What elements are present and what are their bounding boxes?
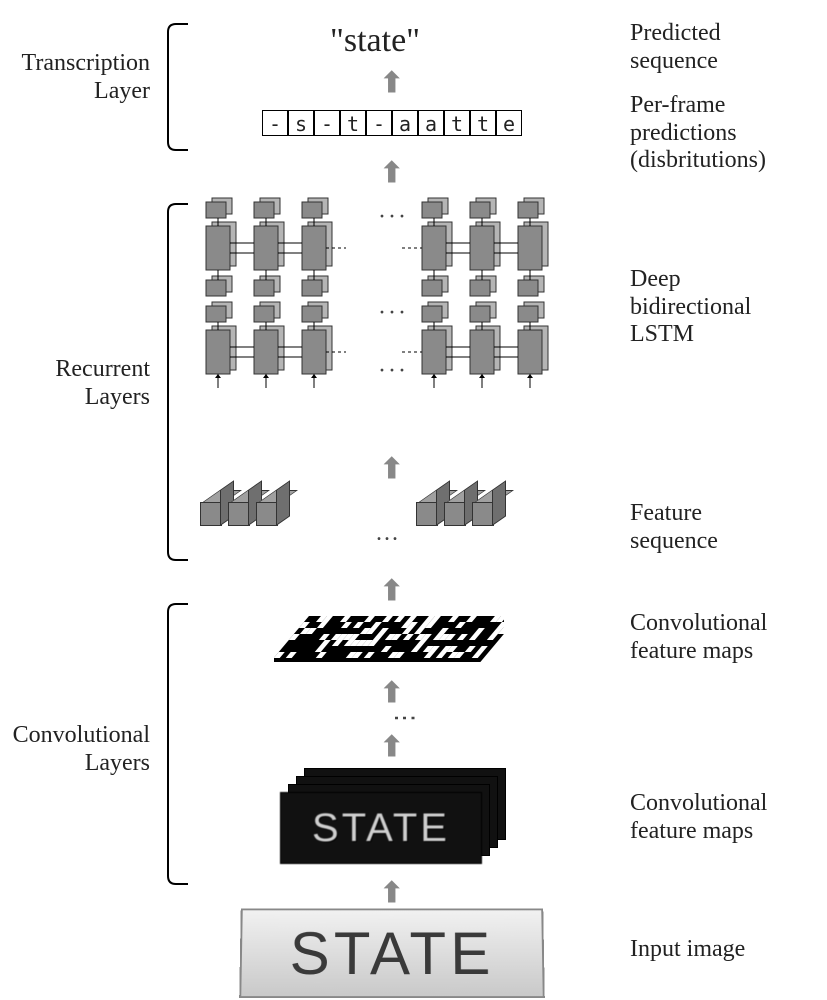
right-label-conv-lower: Convolutional feature maps	[630, 790, 767, 845]
frame-cell: -	[366, 110, 392, 136]
frame-cell: s	[288, 110, 314, 136]
arrow-up-icon: ⬆	[380, 66, 403, 100]
frame-cell: t	[444, 110, 470, 136]
conv-feature-map-lower: STATE	[280, 768, 520, 878]
arrow-up-icon: ⬆	[380, 730, 403, 764]
frame-cell: -	[314, 110, 340, 136]
predicted-output: "state"	[330, 22, 420, 60]
arrow-up-icon: ⬆	[380, 876, 403, 910]
right-label-conv-upper: Convolutional feature maps	[630, 610, 767, 665]
per-frame-cells: -s-t-aatte	[262, 110, 522, 136]
right-label-per-frame: Per-frame predictions (disbritutions)	[630, 92, 766, 175]
arrow-up-icon: ⬆	[380, 156, 403, 190]
right-label-lstm: Deep bidirectional LSTM	[630, 266, 751, 349]
arrow-up-icon: ⬆	[380, 574, 403, 608]
frame-cell: a	[418, 110, 444, 136]
section-label-transcription: Transcription Layer	[0, 50, 150, 105]
vertical-ellipsis-icon: ⋮	[390, 706, 418, 730]
frame-cell: a	[392, 110, 418, 136]
ellipsis-icon: ···	[378, 204, 408, 231]
section-brackets	[158, 0, 198, 1000]
conv-feature-map-upper	[274, 610, 504, 680]
ellipsis-icon: ...	[376, 520, 400, 547]
frame-cell: -	[262, 110, 288, 136]
input-image: STATE	[239, 908, 545, 998]
section-label-recurrent: Recurrent Layers	[0, 356, 150, 411]
frame-cell: t	[470, 110, 496, 136]
feature-sequence	[200, 492, 600, 572]
ellipsis-icon: ···	[378, 300, 408, 327]
section-label-convolutional: Convolutional Layers	[0, 722, 150, 777]
arrow-up-icon: ⬆	[380, 452, 403, 486]
arrow-up-icon: ⬆	[380, 676, 403, 710]
right-label-input: Input image	[630, 936, 745, 964]
right-label-feat-seq: Feature sequence	[630, 500, 718, 555]
ellipsis-icon: ···	[378, 358, 408, 385]
right-label-predicted: Predicted sequence	[630, 20, 721, 75]
frame-cell: t	[340, 110, 366, 136]
frame-cell: e	[496, 110, 522, 136]
